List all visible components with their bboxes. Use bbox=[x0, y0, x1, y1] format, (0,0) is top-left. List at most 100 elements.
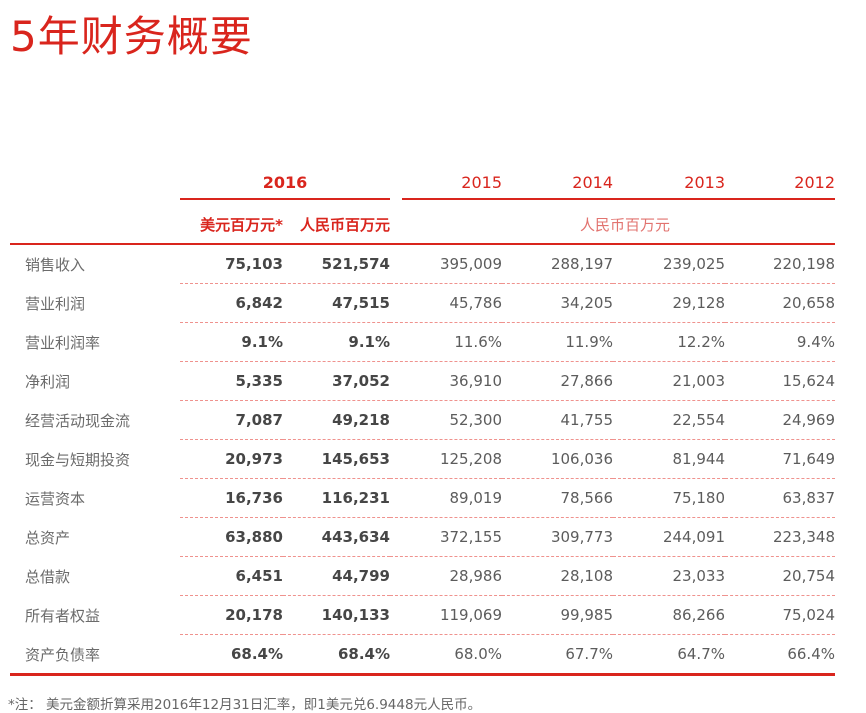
cell-value: 12.2% bbox=[613, 323, 725, 363]
cell-value: 52,300 bbox=[390, 401, 502, 441]
cell-value: 106,036 bbox=[502, 440, 613, 480]
row-label: 现金与短期投资 bbox=[25, 451, 131, 470]
year-header-2015: 2015 bbox=[390, 159, 502, 201]
cell-value: 6,842 bbox=[180, 284, 283, 324]
row-label: 净利润 bbox=[25, 373, 71, 392]
unit-rmb-millions: 人民币百万元 bbox=[283, 200, 390, 246]
cell-value: 288,197 bbox=[502, 245, 613, 285]
cell-value: 45,786 bbox=[390, 284, 502, 324]
cell-value: 99,985 bbox=[502, 596, 613, 636]
table-row-debt-to-asset-ratio: 资产负债率 68.4% 68.4% 68.0% 67.7% 64.7% 66.4… bbox=[10, 635, 835, 677]
row-label: 经营活动现金流 bbox=[25, 412, 131, 431]
row-label: 资产负债率 bbox=[10, 635, 180, 677]
cell-value: 75,103 bbox=[180, 245, 283, 285]
cell-value: 395,009 bbox=[390, 245, 502, 285]
row-label: 销售收入 bbox=[25, 256, 86, 275]
cell-value: 34,205 bbox=[502, 284, 613, 324]
cell-value: 9.1% bbox=[283, 323, 390, 363]
cell-value: 6,451 bbox=[180, 557, 283, 597]
cell-value: 244,091 bbox=[613, 518, 725, 558]
table-row-total-borrowings: 总借款 6,451 44,799 28,986 28,108 23,033 20… bbox=[10, 557, 835, 597]
cell-value: 309,773 bbox=[502, 518, 613, 558]
cell-value: 15,624 bbox=[725, 362, 835, 402]
unit-header-spacer bbox=[10, 200, 180, 246]
cell-value: 47,515 bbox=[283, 284, 390, 324]
cell-value: 145,653 bbox=[283, 440, 390, 480]
cell-value: 7,087 bbox=[180, 401, 283, 441]
cell-value: 49,218 bbox=[283, 401, 390, 441]
footnote: *注： 美元金额折算采用2016年12月31日汇率，即1美元兑6.9448元人民… bbox=[8, 697, 482, 713]
cell-value: 68.4% bbox=[283, 635, 390, 677]
cell-value: 9.1% bbox=[180, 323, 283, 363]
cell-value: 63,837 bbox=[725, 479, 835, 519]
year-header-2013: 2013 bbox=[613, 159, 725, 201]
cell-value: 68.0% bbox=[390, 635, 502, 677]
cell-value: 29,128 bbox=[613, 284, 725, 324]
table-row-operating-margin: 营业利润率 9.1% 9.1% 11.6% 11.9% 12.2% 9.4% bbox=[10, 323, 835, 363]
cell-value: 36,910 bbox=[390, 362, 502, 402]
cell-value: 125,208 bbox=[390, 440, 502, 480]
cell-value: 20,754 bbox=[725, 557, 835, 597]
cell-value: 372,155 bbox=[390, 518, 502, 558]
cell-value: 44,799 bbox=[283, 557, 390, 597]
cell-value: 21,003 bbox=[613, 362, 725, 402]
cell-value: 81,944 bbox=[613, 440, 725, 480]
cell-value: 140,133 bbox=[283, 596, 390, 636]
cell-value: 27,866 bbox=[502, 362, 613, 402]
cell-value: 11.6% bbox=[390, 323, 502, 363]
cell-value: 28,986 bbox=[390, 557, 502, 597]
cell-value: 443,634 bbox=[283, 518, 390, 558]
cell-value: 9.4% bbox=[725, 323, 835, 363]
cell-value: 41,755 bbox=[502, 401, 613, 441]
financial-summary-table: 2016 2015 2014 2013 2012 美元百万元* 人民币百万元 人… bbox=[10, 159, 835, 677]
cell-value: 24,969 bbox=[725, 401, 835, 441]
unit-rmb-millions-group: 人民币百万元 bbox=[390, 200, 835, 246]
cell-value: 22,554 bbox=[613, 401, 725, 441]
row-label: 营业利润 bbox=[25, 295, 86, 314]
cell-value: 521,574 bbox=[283, 245, 390, 285]
cell-value: 68.4% bbox=[180, 635, 283, 677]
cell-value: 20,658 bbox=[725, 284, 835, 324]
table-row-operating-cash-flow: 经营活动现金流 7,087 49,218 52,300 41,755 22,55… bbox=[10, 401, 835, 441]
cell-value: 64.7% bbox=[613, 635, 725, 677]
year-header-2012: 2012 bbox=[725, 159, 835, 201]
cell-value: 116,231 bbox=[283, 479, 390, 519]
cell-value: 220,198 bbox=[725, 245, 835, 285]
cell-value: 20,178 bbox=[180, 596, 283, 636]
table-row-total-assets: 总资产 63,880 443,634 372,155 309,773 244,0… bbox=[10, 518, 835, 558]
unit-usd-millions: 美元百万元* bbox=[180, 200, 283, 246]
table-row-owners-equity: 所有者权益 20,178 140,133 119,069 99,985 86,2… bbox=[10, 596, 835, 636]
cell-value: 75,180 bbox=[613, 479, 725, 519]
row-label: 总资产 bbox=[25, 529, 71, 548]
cell-value: 23,033 bbox=[613, 557, 725, 597]
table-row-sales-revenue: 销售收入 75,103 521,574 395,009 288,197 239,… bbox=[10, 245, 835, 285]
cell-value: 119,069 bbox=[390, 596, 502, 636]
page-title: 5年财务概要 bbox=[10, 12, 253, 61]
cell-value: 78,566 bbox=[502, 479, 613, 519]
cell-value: 66.4% bbox=[725, 635, 835, 677]
cell-value: 67.7% bbox=[502, 635, 613, 677]
table-row-working-capital: 运营资本 16,736 116,231 89,019 78,566 75,180… bbox=[10, 479, 835, 519]
cell-value: 20,973 bbox=[180, 440, 283, 480]
cell-value: 239,025 bbox=[613, 245, 725, 285]
cell-value: 223,348 bbox=[725, 518, 835, 558]
cell-value: 75,024 bbox=[725, 596, 835, 636]
year-header-2016: 2016 bbox=[180, 159, 390, 201]
year-header-spacer bbox=[10, 159, 180, 200]
cell-value: 37,052 bbox=[283, 362, 390, 402]
year-header-2014: 2014 bbox=[502, 159, 613, 201]
cell-value: 11.9% bbox=[502, 323, 613, 363]
row-label: 总借款 bbox=[25, 568, 71, 587]
row-label: 所有者权益 bbox=[25, 607, 101, 626]
row-label: 运营资本 bbox=[25, 490, 86, 509]
cell-value: 16,736 bbox=[180, 479, 283, 519]
row-label: 营业利润率 bbox=[25, 334, 101, 353]
cell-value: 28,108 bbox=[502, 557, 613, 597]
cell-value: 86,266 bbox=[613, 596, 725, 636]
unit-header-row: 美元百万元* 人民币百万元 人民币百万元 bbox=[10, 200, 835, 246]
cell-value: 5,335 bbox=[180, 362, 283, 402]
cell-value: 71,649 bbox=[725, 440, 835, 480]
year-header-row: 2016 2015 2014 2013 2012 bbox=[10, 159, 835, 201]
table-row-cash-short-term-investments: 现金与短期投资 20,973 145,653 125,208 106,036 8… bbox=[10, 440, 835, 480]
